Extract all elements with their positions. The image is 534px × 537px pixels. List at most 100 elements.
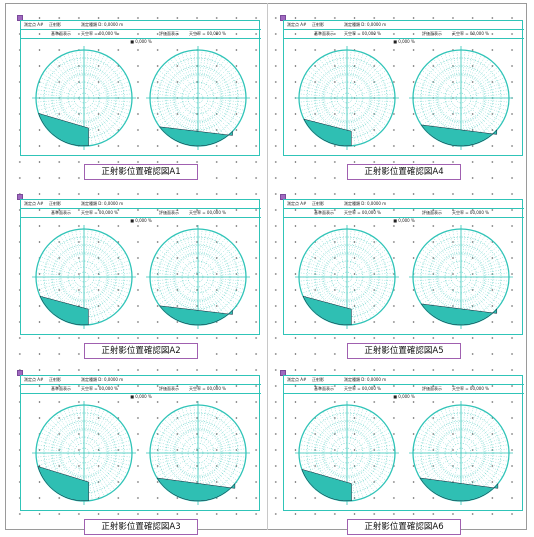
radial-tick xyxy=(104,460,130,470)
radial-tick xyxy=(203,411,223,443)
radial-tick xyxy=(358,279,394,290)
radial-tick xyxy=(358,440,394,451)
radial-tick xyxy=(79,50,83,77)
radial-tick xyxy=(357,103,389,123)
header-field: 評価面表示 xyxy=(422,210,442,215)
radial-tick xyxy=(36,101,63,107)
radial-tick xyxy=(350,119,356,146)
radial-tick xyxy=(104,260,130,270)
radial-tick xyxy=(96,294,112,317)
radial-tick xyxy=(209,264,245,275)
projection-panel[interactable]: 測定点 A# 正射影 測定種類 D: 0,0000 m 基準面表示 天空率 = 00,0… xyxy=(17,370,261,535)
radial-tick xyxy=(477,291,498,308)
radial-tick xyxy=(477,246,498,263)
radial-tick xyxy=(426,242,453,269)
radial-tick xyxy=(89,56,109,88)
dish-right xyxy=(408,224,514,330)
projection-panel[interactable]: 測定点 A# 正射影 測定種類 D: 0,0000 m 基準面表示 天空率 = 00,0… xyxy=(280,194,524,359)
radial-tick xyxy=(348,405,352,432)
radial-tick xyxy=(366,256,391,268)
radial-tick xyxy=(37,279,73,290)
radial-tick xyxy=(87,50,93,77)
radial-tick xyxy=(480,77,505,89)
radial-tick xyxy=(217,432,242,444)
radial-tick xyxy=(49,106,76,133)
radial-tick xyxy=(364,289,387,305)
obstruction-shade xyxy=(39,295,89,326)
radial-tick xyxy=(150,456,177,462)
radial-tick xyxy=(91,231,101,257)
radial-tick xyxy=(47,246,68,263)
radial-tick xyxy=(464,405,470,432)
radial-tick xyxy=(214,422,235,439)
header-field: 正射影 xyxy=(49,377,61,382)
radial-tick xyxy=(189,405,195,432)
radial-tick xyxy=(89,463,109,495)
radial-tick xyxy=(218,460,244,470)
radial-tick xyxy=(419,458,451,478)
radial-tick xyxy=(338,50,344,77)
radial-tick xyxy=(91,297,101,323)
radial-tick xyxy=(47,67,68,84)
header-field: 測定点 A# xyxy=(24,22,44,27)
radial-tick xyxy=(208,73,240,93)
radial-tick xyxy=(364,249,387,265)
radial-tick xyxy=(167,416,184,437)
projection-panel[interactable]: 測定点 A# 正射影 測定種類 D: 0,0000 m 基準面表示 天空率 = 00,0… xyxy=(280,370,524,535)
radial-tick xyxy=(185,230,196,266)
radial-tick xyxy=(482,272,509,276)
radial-tick xyxy=(413,448,440,452)
radial-tick xyxy=(212,416,229,437)
radial-tick xyxy=(75,405,81,432)
radial-tick xyxy=(364,465,387,481)
radial-tick xyxy=(310,67,331,84)
radial-tick xyxy=(414,85,450,96)
radial-tick xyxy=(463,109,474,145)
radial-tick xyxy=(417,462,442,474)
radial-tick xyxy=(163,242,190,269)
radial-tick xyxy=(63,233,75,258)
radial-tick xyxy=(36,272,63,276)
radial-tick xyxy=(436,108,456,140)
radial-tick xyxy=(352,56,372,88)
projection-panel[interactable]: 測定点 A# 正射影 測定種類 D: 0,0000 m 基準面表示 天空率 = 00,0… xyxy=(280,15,524,180)
radial-tick xyxy=(440,233,452,258)
orthographic-projection-dish xyxy=(295,46,399,150)
radial-tick xyxy=(356,472,368,497)
radial-tick xyxy=(105,272,132,276)
radial-tick xyxy=(303,432,328,444)
radial-tick xyxy=(448,51,459,87)
radial-tick xyxy=(89,411,109,443)
header-row-1: 測定点 A# 正射影 測定種類 D: 0,0000 m xyxy=(284,376,524,385)
radial-tick xyxy=(103,432,128,444)
radial-tick xyxy=(312,418,339,445)
projection-panel[interactable]: 測定点 A# 正射影 測定種類 D: 0,0000 m 基準面表示 天空率 = 00,0… xyxy=(17,15,261,180)
radial-tick xyxy=(87,405,93,432)
radial-tick xyxy=(67,407,77,433)
radial-tick xyxy=(415,260,441,270)
header-field: 測定点 A# xyxy=(287,377,307,382)
header-field: 基準面表示 xyxy=(314,386,334,391)
radial-tick xyxy=(71,288,82,324)
header-field: 正射影 xyxy=(312,22,324,27)
radial-tick xyxy=(154,107,179,119)
obstruction-shade xyxy=(419,477,499,502)
radial-tick xyxy=(299,272,326,276)
header-field: 測定種類 D: 0,0000 m xyxy=(344,377,387,382)
radial-tick xyxy=(218,260,244,270)
projection-panel[interactable]: 測定点 A# 正射影 測定種類 D: 0,0000 m 基準面表示 天空率 = 00,0… xyxy=(17,194,261,359)
radial-tick xyxy=(316,61,333,82)
radial-tick xyxy=(426,63,453,90)
header-field: 測定種類 D: 0,0000 m xyxy=(81,377,124,382)
radial-tick xyxy=(463,406,474,442)
radial-tick xyxy=(100,112,121,129)
radial-tick xyxy=(152,436,178,446)
radial-tick xyxy=(417,286,442,298)
radial-tick xyxy=(350,229,356,256)
panel-frame: 測定点 A# 正射影 測定種類 D: 0,0000 m 基準面表示 天空率 = 00,0… xyxy=(20,375,261,511)
radial-tick xyxy=(156,282,188,302)
radial-tick xyxy=(219,444,246,450)
radial-tick xyxy=(53,240,70,261)
radial-tick xyxy=(150,99,177,103)
radial-tick xyxy=(212,293,229,314)
